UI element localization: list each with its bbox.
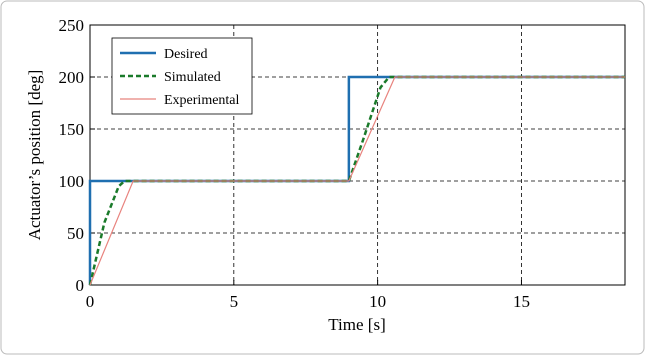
y-tick-label: 100: [59, 172, 85, 191]
y-tick-label: 250: [59, 16, 85, 35]
series-line: [89, 76, 625, 286]
y-axis-label: Actuator’s position [deg]: [25, 70, 44, 241]
legend-label: Experimental: [164, 93, 240, 108]
series-line: [88, 75, 625, 286]
y-tick-label: 200: [59, 68, 85, 87]
x-axis-label: Time [s]: [328, 315, 385, 334]
legend-box: [111, 37, 253, 115]
plot-frame: [89, 24, 626, 286]
y-tick-label: 50: [67, 224, 84, 243]
x-tick-label: 0: [86, 292, 95, 311]
x-tick-label: 15: [513, 292, 530, 311]
y-tick-label: 0: [76, 276, 85, 295]
legend-label: Simulated: [164, 70, 221, 85]
x-tick-label: 10: [369, 292, 386, 311]
legend-label: Desired: [164, 47, 208, 62]
y-tick-label: 150: [59, 120, 85, 139]
x-tick-label: 5: [230, 292, 239, 311]
